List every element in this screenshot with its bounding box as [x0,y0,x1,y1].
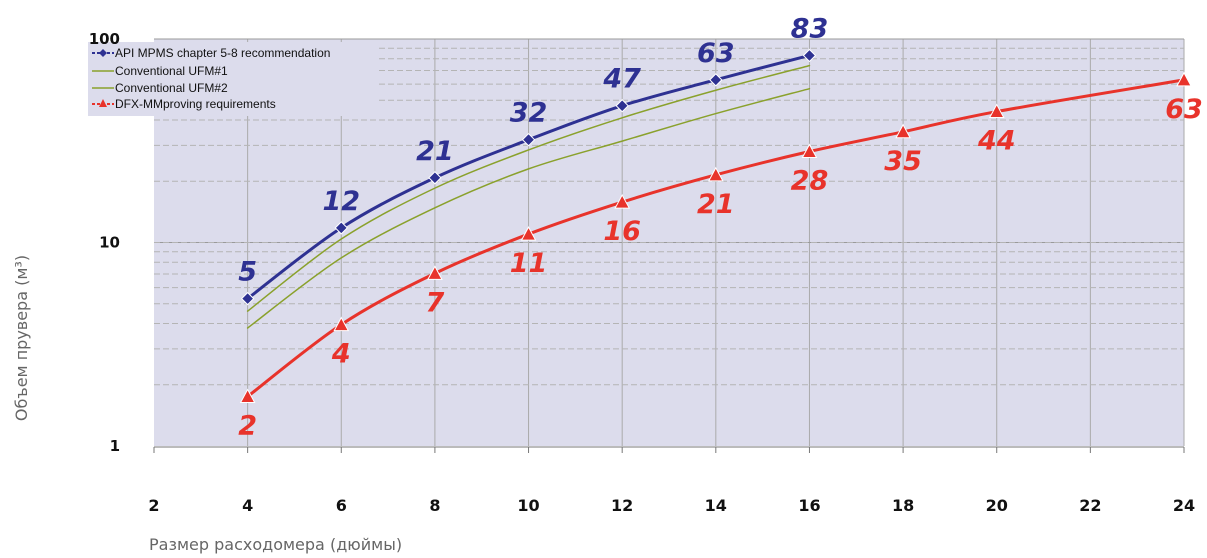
data-point-triangle [239,388,256,404]
series-line-2 [246,87,811,329]
y-tick-label: 10 [99,234,120,252]
data-label: 63 [1165,94,1203,125]
marker-layer [239,48,1192,404]
data-point-diamond [240,291,255,306]
legend-triangle-icon [99,99,107,107]
data-point-diamond [428,171,442,185]
data-point-triangle [988,103,1005,119]
series-line-3 [246,78,1186,399]
legend: API MPMS chapter 5-8 recommendation Conv… [88,42,378,116]
data-point-diamond [334,221,348,235]
data-point-diamond [615,99,629,113]
data-label: 12 [322,186,360,217]
data-label: 32 [510,98,548,129]
x-tick-label: 20 [986,496,1008,515]
legend-label-api: API MPMS chapter 5-8 recommendation [115,46,330,60]
data-point-triangle [707,166,724,182]
data-label: 35 [884,146,922,177]
x-tick-label: 24 [1173,496,1195,515]
x-tick-label: 22 [1079,496,1101,515]
data-point-diamond [709,73,723,87]
y-tick-label: 100 [89,30,120,48]
data-point-triangle [1176,71,1192,87]
data-point-diamond [521,132,536,147]
legend-item-ufm2: Conventional UFM#2 [92,81,228,95]
data-point-diamond [802,48,817,63]
x-tick-label: 10 [517,496,539,515]
legend-box [88,42,378,116]
data-point-triangle [801,143,818,159]
series-line-1 [246,64,811,312]
data-label: 5 [238,257,257,288]
data-point-triangle [427,265,443,280]
data-label: 2 [238,411,257,442]
data-label: 63 [697,38,735,69]
legend-diamond-icon [99,49,107,57]
x-tick-label: 4 [242,496,253,515]
data-label: 47 [602,64,641,95]
data-label: 28 [791,166,829,197]
data-point-triangle [614,194,631,209]
x-tick-marks [153,447,1185,453]
x-tick-label: 12 [611,496,633,515]
data-label: 21 [697,189,735,220]
x-tick-label: 6 [336,496,347,515]
x-axis-title: Размер расходомера (дюймы) [149,535,402,554]
x-tick-label: 14 [705,496,727,515]
data-point-triangle [895,123,911,139]
data-label: 44 [977,126,1016,157]
x-tick-label: 16 [798,496,820,515]
data-point-triangle [520,226,537,241]
data-label: 16 [603,216,641,247]
x-tick-label: 2 [148,496,159,515]
data-label: 4 [331,339,351,370]
legend-label-dfx: DFX-MMproving requirements [115,97,276,111]
y-axis-title: Объем прувера (м³) [12,255,31,421]
data-label: 83 [791,13,829,44]
y-tick-labels: 1 10 100 [89,30,120,455]
legend-label-ufm2: Conventional UFM#2 [115,81,228,95]
x-tick-label: 18 [892,496,914,515]
data-label: 11 [510,248,548,279]
x-tick-label: 8 [429,496,440,515]
legend-item-ufm1: Conventional UFM#1 [92,64,228,78]
x-tick-labels: 2 4 6 8 10 12 14 16 18 20 22 24 [148,496,1195,515]
data-label: 7 [426,287,445,318]
y-tick-label: 1 [110,437,120,455]
legend-label-ufm1: Conventional UFM#1 [115,64,228,78]
data-point-triangle [333,316,350,332]
legend-item-api: API MPMS chapter 5-8 recommendation [92,46,330,60]
legend-item-dfx: DFX-MMproving requirements [92,97,276,111]
data-label: 21 [416,136,454,167]
